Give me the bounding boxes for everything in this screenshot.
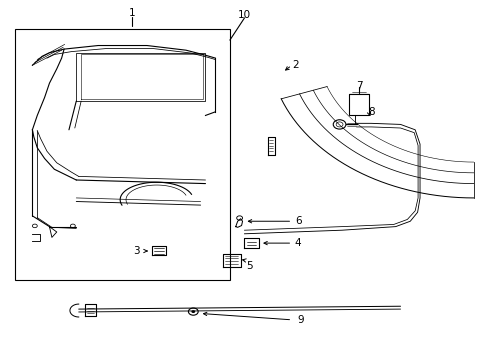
Bar	[15, 30, 229, 280]
Text: 9: 9	[297, 315, 303, 325]
Text: 2: 2	[291, 60, 298, 70]
Text: 6: 6	[294, 216, 301, 226]
Bar	[348, 94, 368, 116]
Text: 10: 10	[238, 10, 250, 20]
Text: 3: 3	[133, 246, 139, 256]
Text: 4: 4	[294, 238, 301, 248]
Text: 5: 5	[245, 261, 252, 271]
Text: 7: 7	[355, 81, 362, 91]
Text: 8: 8	[367, 107, 374, 117]
Circle shape	[191, 310, 195, 313]
Text: 1: 1	[129, 8, 135, 18]
